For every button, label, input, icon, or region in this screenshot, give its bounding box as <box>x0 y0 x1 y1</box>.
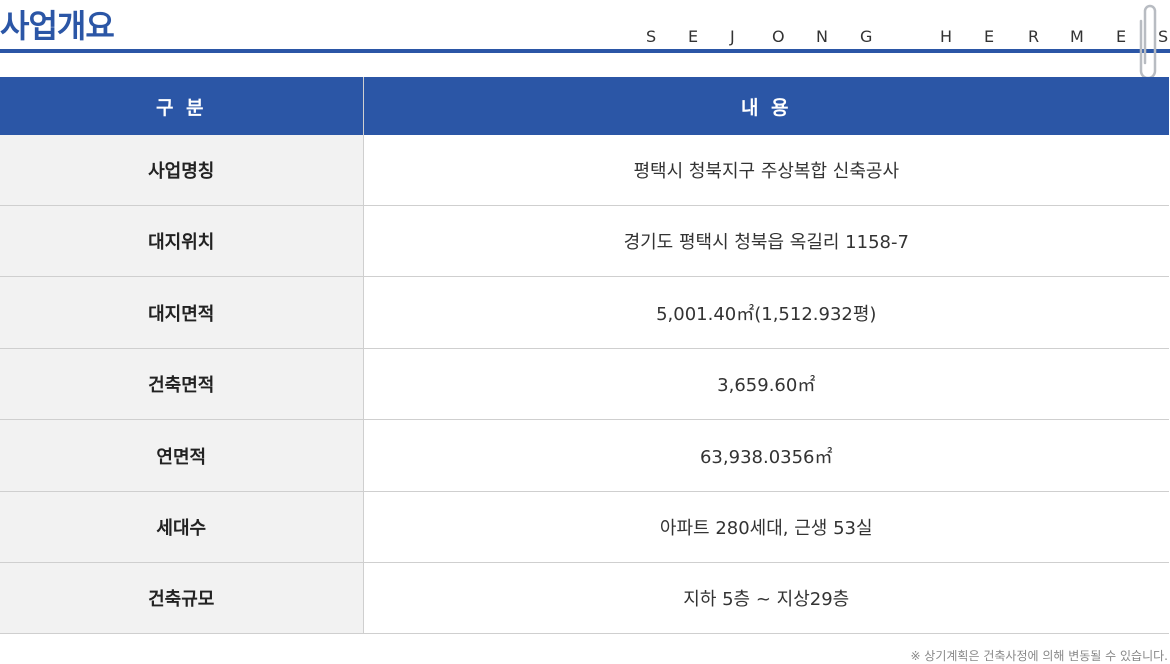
row-value: 평택시 청북지구 주상복합 신축공사 <box>363 135 1169 206</box>
row-value: 3,659.60㎡ <box>363 348 1169 420</box>
project-overview-table: 구 분 내 용 사업명칭 평택시 청북지구 주상복합 신축공사 대지위치 경기도… <box>0 77 1169 634</box>
row-value: 경기도 평택시 청북읍 옥길리 1158-7 <box>363 205 1169 277</box>
brand-letter: S <box>646 27 657 46</box>
brand-letter: M <box>1070 27 1084 46</box>
table-row: 대지면적 5,001.40㎡(1,512.932평) <box>0 276 1169 349</box>
brand-letter: E <box>1116 27 1127 46</box>
brand-wordmark: S E J O N G H E R M E S <box>646 27 1170 49</box>
row-label: 건축규모 <box>0 562 364 634</box>
row-label: 연면적 <box>0 419 364 492</box>
header-divider <box>0 49 1170 53</box>
brand-letter: G <box>860 27 873 46</box>
row-value: 지하 5층 ~ 지상29층 <box>363 562 1169 634</box>
table-row: 대지위치 경기도 평택시 청북읍 옥길리 1158-7 <box>0 205 1169 277</box>
brand-letter: N <box>816 27 828 46</box>
brand-letter: S <box>1158 27 1169 46</box>
brand-letter: R <box>1028 27 1040 46</box>
row-label: 세대수 <box>0 491 364 563</box>
table-row: 건축규모 지하 5층 ~ 지상29층 <box>0 562 1169 634</box>
row-value: 아파트 280세대, 근생 53실 <box>363 491 1169 563</box>
column-header-category: 구 분 <box>0 77 364 135</box>
brand-letter: J <box>730 27 735 46</box>
brand-letter: H <box>940 27 953 46</box>
table-row: 건축면적 3,659.60㎡ <box>0 348 1169 420</box>
table-header-row: 구 분 내 용 <box>0 77 1169 135</box>
brand-letter: O <box>772 27 785 46</box>
column-header-content: 내 용 <box>363 77 1169 135</box>
row-label: 대지위치 <box>0 205 364 277</box>
paper-clip-icon <box>1139 4 1157 80</box>
row-label: 건축면적 <box>0 348 364 420</box>
row-label: 대지면적 <box>0 276 364 349</box>
row-label: 사업명칭 <box>0 135 364 206</box>
disclaimer-note: ※ 상기계획은 건축사정에 의해 변동될 수 있습니다. <box>910 649 1168 663</box>
row-value: 63,938.0356㎡ <box>363 419 1169 492</box>
table-row: 세대수 아파트 280세대, 근생 53실 <box>0 491 1169 563</box>
table-row: 사업명칭 평택시 청북지구 주상복합 신축공사 <box>0 135 1169 206</box>
row-value: 5,001.40㎡(1,512.932평) <box>363 276 1169 349</box>
brand-letter: E <box>984 27 995 46</box>
table-row: 연면적 63,938.0356㎡ <box>0 419 1169 492</box>
page-title: 사업개요 <box>0 7 115 45</box>
brand-letter: E <box>688 27 699 46</box>
